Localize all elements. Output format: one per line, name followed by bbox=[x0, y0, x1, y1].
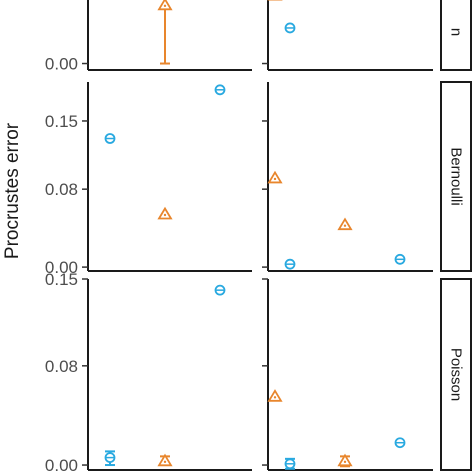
y-tick-label: 0.00 bbox=[45, 258, 78, 277]
data-point-triangle bbox=[157, 206, 173, 220]
data-point-triangle-dot bbox=[273, 396, 277, 399]
y-axis-title: Procrustes error bbox=[2, 122, 23, 259]
data-point-triangle-dot bbox=[343, 460, 347, 464]
data-point-triangle-dot bbox=[163, 213, 167, 217]
strip-poisson: Poisson bbox=[440, 278, 472, 471]
y-tick-label: 0.08 bbox=[45, 180, 78, 199]
strip-labels-layer: n Bernoulli Poisson bbox=[440, 0, 472, 471]
y-tick-label: 0.08 bbox=[45, 357, 78, 376]
strip-box bbox=[440, 278, 472, 471]
data-point-triangle-dot bbox=[163, 460, 167, 464]
y-tick-label: 0.00 bbox=[45, 55, 78, 74]
strip-bernoulli: Bernoulli bbox=[440, 81, 472, 272]
y-tick-label: 0.15 bbox=[45, 112, 78, 131]
strip-box bbox=[440, 0, 472, 71]
data-point-triangle bbox=[267, 170, 283, 184]
strip-label-text: Poisson bbox=[448, 348, 465, 401]
data-point-triangle-dot bbox=[163, 4, 167, 8]
strip-box bbox=[440, 81, 472, 272]
strip-label-text: n bbox=[448, 28, 465, 36]
data-point-triangle-dot bbox=[343, 224, 347, 227]
data-point-triangle bbox=[337, 217, 353, 231]
data-point-triangle bbox=[337, 453, 353, 467]
y-tick-label: 0.00 bbox=[45, 456, 78, 474]
strip-label-text: Bernoulli bbox=[448, 147, 465, 205]
y-tick-label: 0.15 bbox=[45, 270, 78, 289]
data-point-triangle bbox=[157, 453, 173, 467]
strip-gaussian: n bbox=[440, 0, 472, 71]
data-point-triangle-dot bbox=[273, 177, 277, 181]
data-point-triangle bbox=[267, 389, 283, 402]
axes-layer: 0.000.150.080.000.150.080.00 bbox=[45, 0, 433, 474]
